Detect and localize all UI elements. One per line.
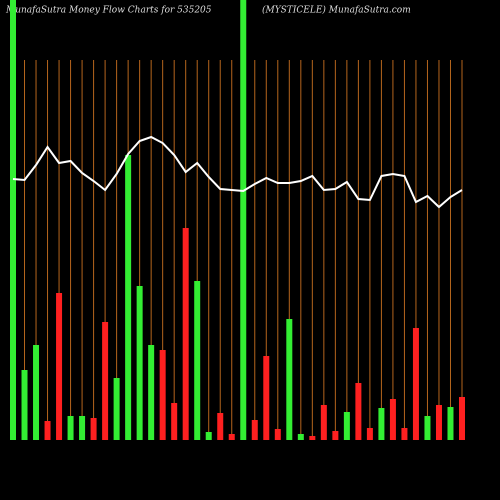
bar: [67, 416, 74, 440]
bar: [136, 286, 143, 440]
bar: [125, 155, 132, 440]
bar: [286, 319, 293, 440]
bar: [90, 418, 97, 440]
bar: [217, 413, 224, 440]
bar: [366, 428, 373, 440]
bar: [159, 350, 166, 440]
bar: [240, 0, 247, 440]
bar: [228, 434, 235, 440]
chart-title: MunafaSutra Money Flow Charts for 535205: [5, 6, 212, 16]
bar: [194, 281, 201, 440]
money-flow-line: [12, 135, 463, 209]
bar: [21, 370, 28, 440]
bar: [297, 434, 304, 440]
bar: [251, 420, 258, 440]
bar: [435, 405, 442, 440]
bar: [182, 228, 189, 440]
bar: [33, 345, 40, 440]
bar: [378, 408, 385, 440]
bar: [44, 421, 51, 440]
bar: [56, 293, 63, 440]
bar: [424, 416, 431, 440]
bar: [113, 378, 120, 440]
bar: [309, 436, 316, 440]
bar: [10, 0, 16, 440]
bar: [263, 356, 270, 440]
bar: [102, 322, 109, 440]
bar: [412, 328, 419, 440]
bar: [79, 416, 86, 440]
bar: [171, 403, 178, 440]
bar: [459, 397, 465, 440]
bar: [355, 383, 362, 440]
bar: [401, 428, 408, 440]
bar: [389, 399, 396, 440]
bar: [274, 429, 281, 440]
bar: [332, 431, 339, 440]
bar: [447, 407, 454, 440]
bar: [205, 432, 212, 440]
chart-subtitle: (MYSTICELE) MunafaSutra.com: [262, 5, 411, 16]
bar: [148, 345, 155, 440]
bar: [343, 412, 350, 440]
bar: [320, 405, 327, 440]
